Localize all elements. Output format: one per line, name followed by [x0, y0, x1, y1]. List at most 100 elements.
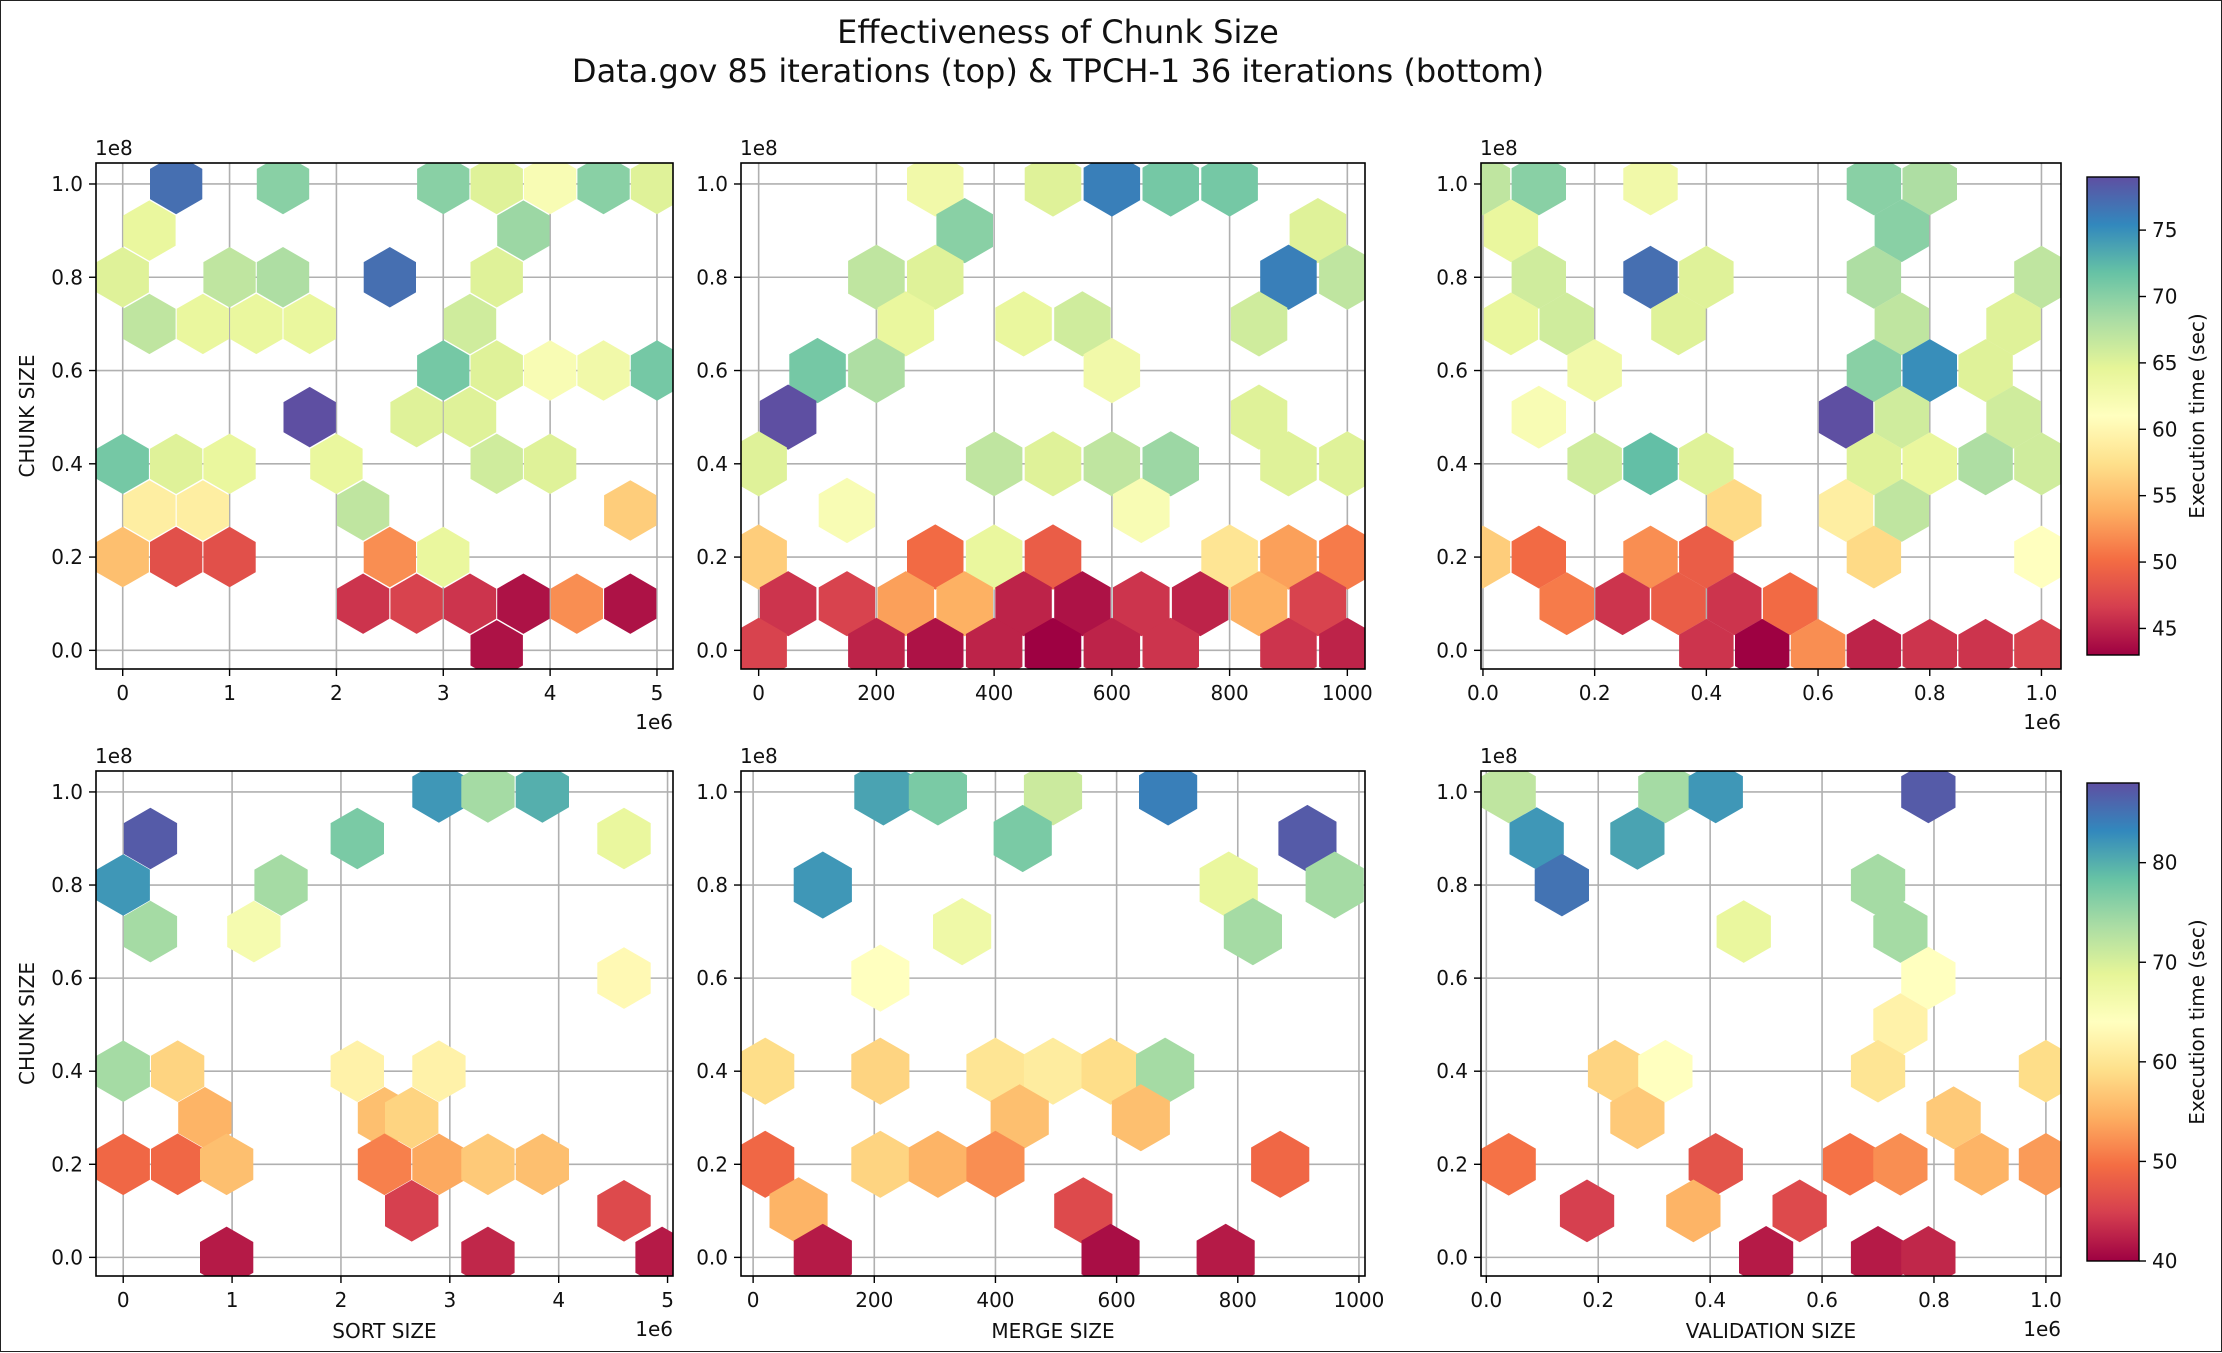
y-tick-label: 1.0 [51, 172, 83, 196]
x-tick-label: 0.2 [1582, 1288, 1614, 1312]
hex-cell [1171, 571, 1229, 637]
hex-cell [200, 1226, 254, 1276]
hex-cell [1902, 618, 1957, 669]
hex-cell [1958, 618, 2013, 669]
hex-cell [1735, 618, 1790, 669]
hex-cell [1610, 807, 1665, 870]
hex-cell [1251, 1130, 1310, 1198]
hex-cell [604, 573, 657, 634]
hex-cell [1790, 618, 1846, 669]
hex-cell [1818, 385, 1874, 449]
hex-cell [470, 433, 523, 494]
hex-cell [1201, 524, 1258, 590]
hex-cells [741, 163, 1365, 669]
hex-cell [604, 480, 657, 541]
hex-cell [1559, 1179, 1615, 1243]
x-tick-label: 0.0 [1470, 1288, 1502, 1312]
x-axis-label: MERGE SIZE [991, 1319, 1114, 1343]
x-tick-label: 1000 [1333, 1288, 1384, 1312]
hex-cell [1986, 292, 2041, 356]
hex-cell [1679, 525, 1734, 589]
hex-cell [854, 771, 913, 826]
hex-cell [1511, 385, 1566, 449]
hex-cell [1846, 339, 1902, 402]
y-tick-label: 0.8 [696, 873, 728, 897]
hex-cell [330, 1040, 384, 1102]
x-tick-label: 800 [1219, 1288, 1257, 1312]
hex-cell [1260, 431, 1317, 497]
hex-cell [1481, 771, 1536, 824]
x-tick-label: 1 [226, 1288, 239, 1312]
hex-cell [363, 526, 416, 588]
x-tick-label: 0 [747, 1288, 760, 1312]
x-tick-label: 0 [116, 681, 129, 705]
hex-cell [96, 526, 149, 588]
hex-cell [759, 571, 817, 637]
hex-cell [1481, 1133, 1536, 1196]
hex-cell [630, 340, 673, 401]
hex-cell [1902, 339, 1957, 402]
x-tick-label: 0.8 [1914, 681, 1946, 705]
axes-frame [1480, 162, 2062, 670]
hex-cell [1083, 337, 1141, 404]
y-tick-label: 0.6 [696, 359, 728, 383]
y-tick-label: 0.0 [51, 1245, 83, 1269]
x-tick-label: 0.6 [1806, 1288, 1838, 1312]
y-offset-label: 1e8 [1480, 744, 1518, 768]
y-tick-label: 0.6 [696, 966, 728, 990]
hex-cell [1846, 432, 1902, 496]
hex-cell [1874, 479, 1930, 542]
hex-cell [470, 620, 523, 669]
hex-cell [1289, 198, 1347, 264]
hex-cell [789, 337, 846, 404]
hex-cell [1289, 571, 1347, 637]
y-tick-label: 1.0 [1436, 780, 1468, 804]
hex-cell [936, 198, 993, 264]
colorbar-tick-label: 50 [2152, 550, 2177, 574]
hex-cell [577, 340, 630, 401]
hex-cell [470, 163, 523, 215]
hex-cell [1319, 431, 1365, 497]
hex-cell [461, 1226, 515, 1276]
hex-cell [357, 1133, 412, 1196]
hex-cell [1958, 339, 2013, 402]
hex-cell [1024, 431, 1082, 497]
hex-cell [769, 1177, 828, 1245]
hex-cell [443, 573, 497, 634]
hex-cell [1139, 771, 1198, 826]
x-tick-label: 1000 [1322, 681, 1373, 705]
hex-cell [310, 433, 363, 494]
hex-cell [1111, 1084, 1170, 1152]
y-tick-label: 0.2 [696, 1152, 728, 1176]
y-tick-label: 0.6 [1436, 966, 1468, 990]
x-tick-label: 2 [330, 681, 343, 705]
x-offset-label: 1e6 [635, 710, 673, 734]
hex-cells [96, 771, 673, 1276]
hex-cell [150, 163, 203, 215]
x-tick-label: 0.0 [1467, 681, 1499, 705]
y-tick-label: 0.4 [1436, 452, 1468, 476]
hex-cell [1688, 771, 1743, 824]
hex-cell [1739, 1226, 1794, 1276]
panel-r1-c1: 0 200 400 600 800 1000 0.0 0.2 0.4 0.6 0.8 1.0 1e8 ME… [696, 744, 1384, 1343]
y-tick-label: 0.8 [51, 873, 83, 897]
hex-cell [1081, 1223, 1140, 1276]
panel-r0-c2: 0.0 0.2 0.4 0.6 0.8 1.0 0.0 0.2 0.4 0.6 0.8 1.0 1e8 1… [1436, 136, 2062, 734]
x-tick-label: 1.0 [2026, 681, 2058, 705]
hex-cell [123, 480, 176, 541]
hex-cell [123, 807, 178, 870]
colorbar-tick-label: 50 [2152, 1149, 2177, 1173]
y-tick-label: 0.8 [1436, 873, 1468, 897]
hex-cell [412, 771, 466, 823]
x-tick-label: 600 [1093, 681, 1131, 705]
hex-cell [741, 431, 787, 497]
hex-cell [759, 384, 817, 450]
colorbar-gradient [2086, 782, 2140, 1262]
hex-cell [1901, 1226, 1956, 1276]
colorbar-gradient [2086, 176, 2140, 656]
y-tick-label: 0.0 [696, 1245, 728, 1269]
y-tick-label: 0.4 [51, 452, 83, 476]
hex-cell [1986, 385, 2041, 449]
hex-cell [1305, 851, 1364, 919]
hex-cell [151, 1133, 205, 1196]
